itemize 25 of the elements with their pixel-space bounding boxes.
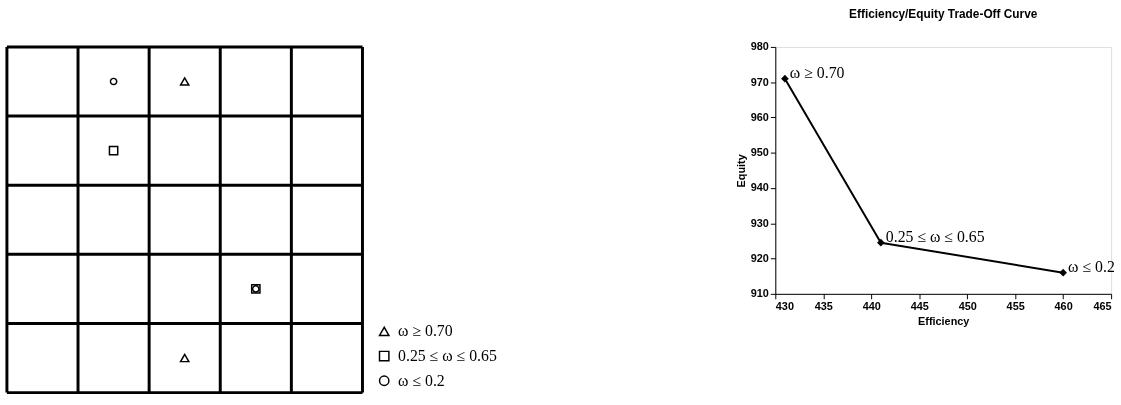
x-tick-label: 455: [1006, 300, 1025, 313]
x-tick-label: 460: [1054, 300, 1073, 313]
text: ω ≤ 0.2: [398, 371, 445, 389]
y-tick-label: 940: [750, 181, 769, 194]
y-tick-label: 960: [750, 110, 769, 123]
x-tick-label: 430: [775, 300, 794, 313]
x-axis-title: Efficiency: [918, 314, 970, 327]
annotation: 0.25 ≤ ω ≤ 0.65: [885, 227, 985, 245]
annotation: ω ≤ 0.2: [1068, 257, 1115, 275]
x-tick-label: 450: [958, 300, 977, 313]
x-tick-label: 465: [1093, 300, 1112, 313]
y-tick-label: 970: [750, 75, 769, 88]
x-tick-label: 435: [814, 300, 833, 313]
x-tick-label: 440: [862, 300, 881, 313]
text: ω ≥ 0.70: [398, 322, 453, 340]
x-tick-label: 445: [910, 300, 929, 313]
annotation: ω ≥ 0.70: [789, 63, 845, 81]
y-tick-label: 950: [750, 146, 769, 159]
y-tick-label: 920: [750, 252, 769, 265]
y-tick-label: 910: [750, 287, 769, 300]
y-axis-title: Equity: [734, 154, 747, 188]
chart-title: Efficiency/Equity Trade-Off Curve: [849, 7, 1038, 22]
y-tick-label: 980: [750, 40, 769, 53]
y-tick-label: 930: [750, 216, 769, 229]
text: 0.25 ≤ ω ≤ 0.65: [398, 347, 497, 364]
